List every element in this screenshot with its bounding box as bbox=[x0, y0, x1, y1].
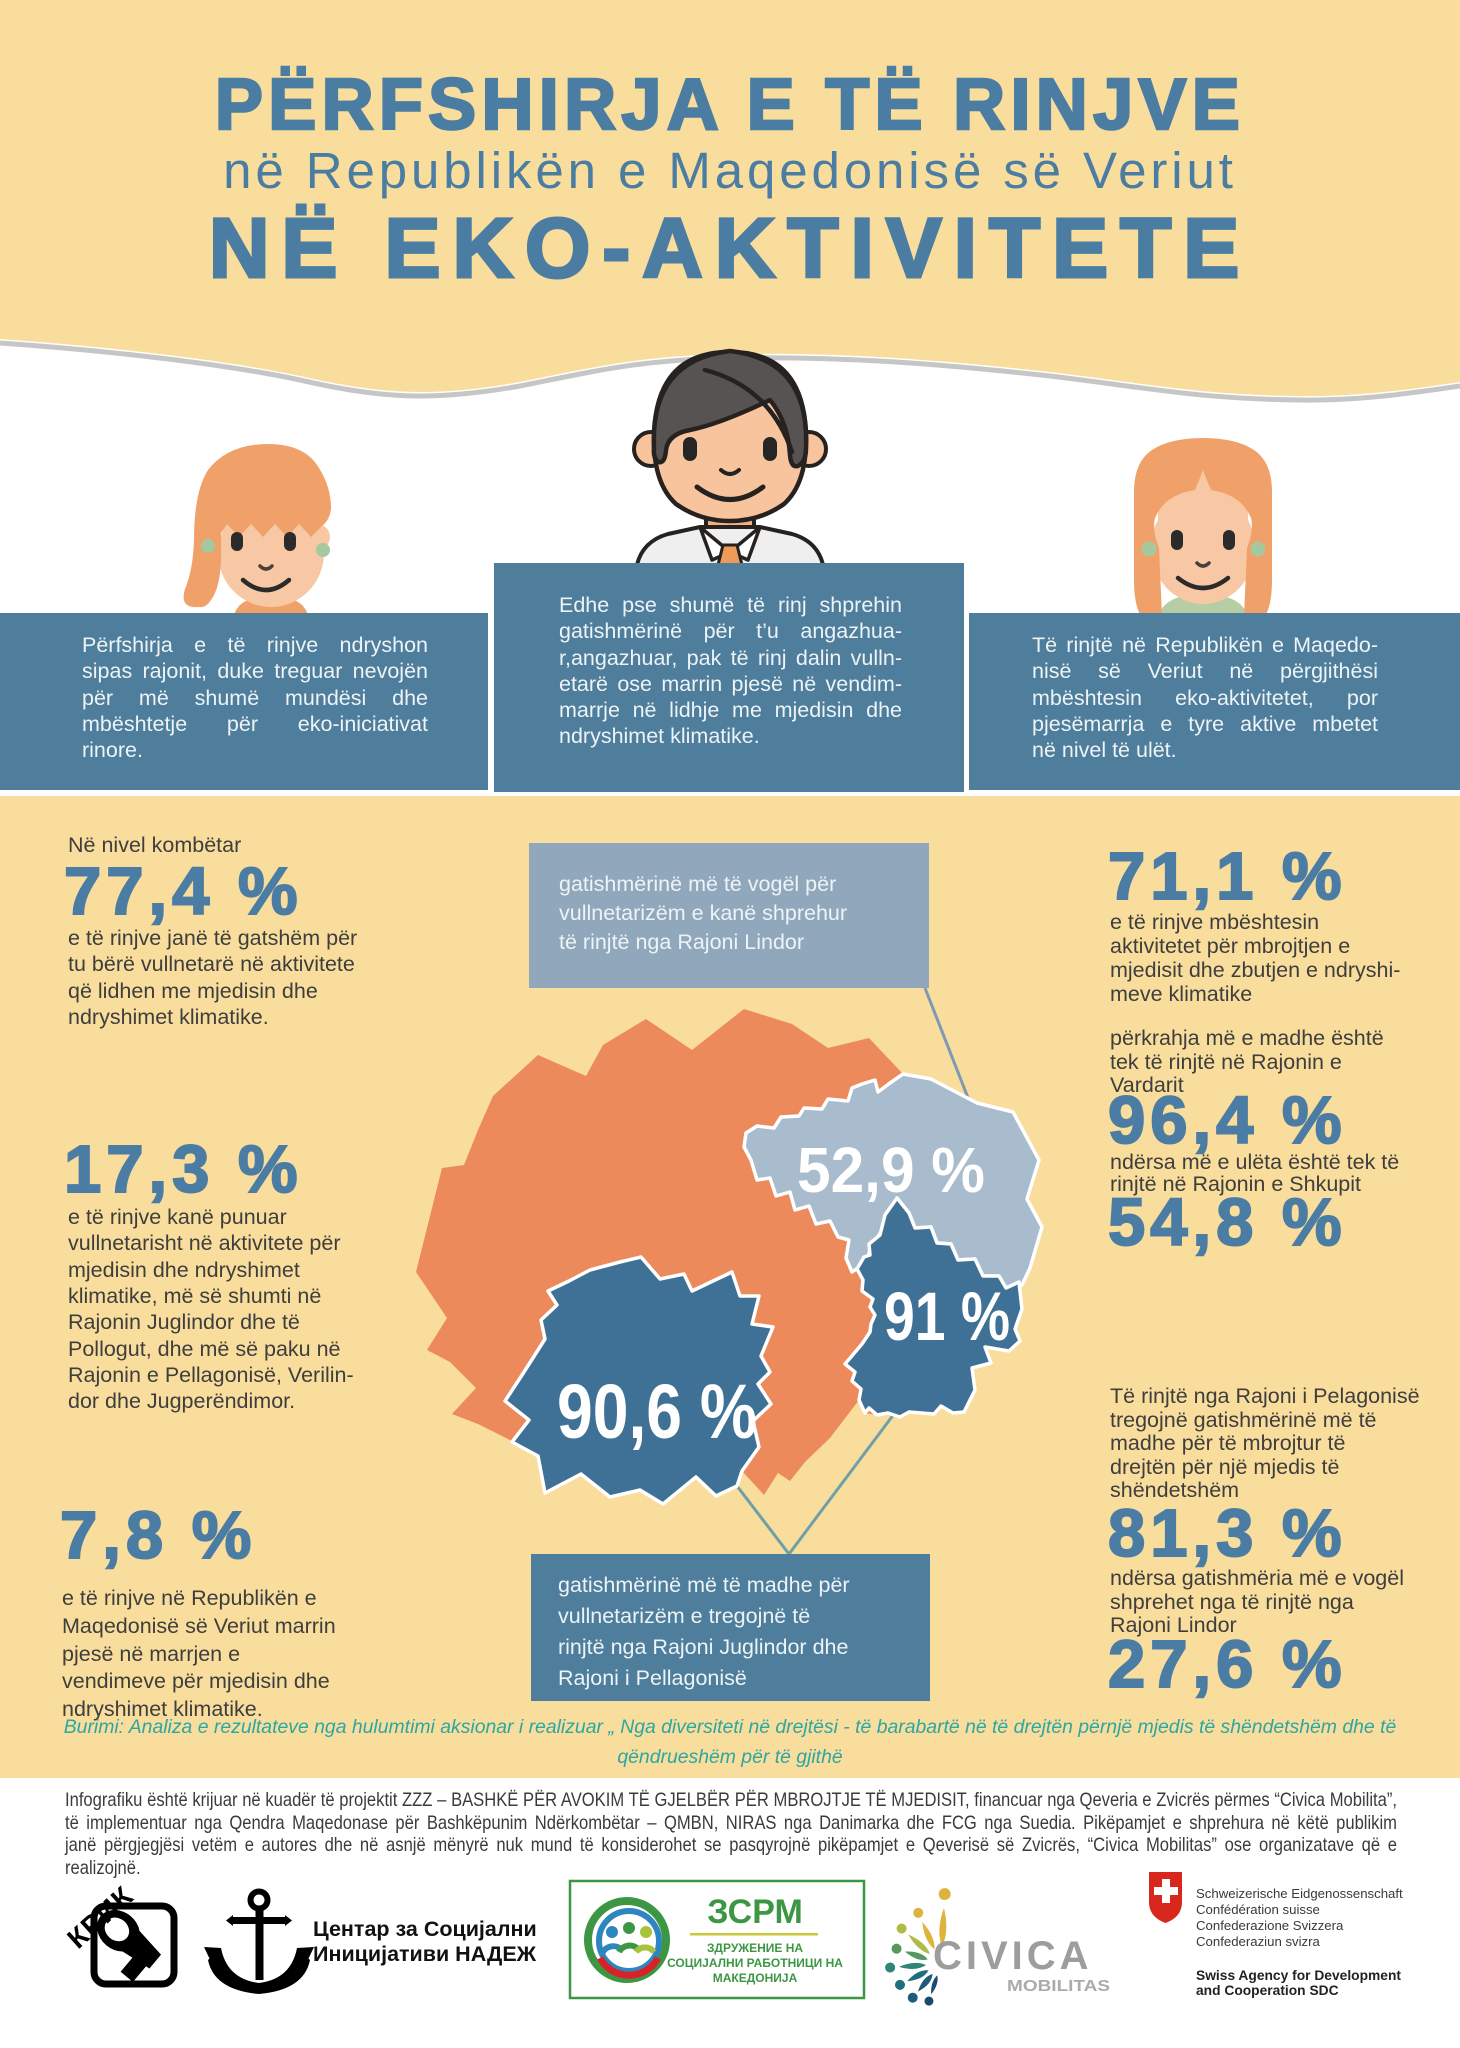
svg-text:Schweizerische Eidgenossenscha: Schweizerische Eidgenossenschaft bbox=[1196, 1886, 1403, 1901]
svg-text:CIVICA: CIVICA bbox=[933, 1934, 1093, 1978]
svg-text:52,9 %: 52,9 % bbox=[797, 1134, 985, 1206]
svg-text:MOBILITAS: MOBILITAS bbox=[1007, 1978, 1110, 1995]
svg-text:Confédération suisse: Confédération suisse bbox=[1196, 1902, 1320, 1917]
svg-text:Confederazione Svizzera: Confederazione Svizzera bbox=[1196, 1918, 1344, 1933]
svg-text:Иницијативи НАДЕЖ: Иницијативи НАДЕЖ bbox=[313, 1942, 537, 1966]
svg-text:Центар за Социјални: Центар за Социјални bbox=[313, 1917, 537, 1941]
svg-text:and Cooperation SDC: and Cooperation SDC bbox=[1196, 1983, 1339, 1998]
svg-text:90,6 %: 90,6 % bbox=[557, 1369, 757, 1455]
svg-text:ЗДРУЖЕНИЕ НА: ЗДРУЖЕНИЕ НА bbox=[707, 1941, 804, 1955]
svg-text:Swiss Agency for Development: Swiss Agency for Development bbox=[1196, 1968, 1401, 1983]
svg-text:ЗСРМ: ЗСРМ bbox=[707, 1893, 803, 1931]
svg-text:Confederaziun svizra: Confederaziun svizra bbox=[1196, 1934, 1321, 1949]
svg-text:МАКЕДОНИЈА: МАКЕДОНИЈА bbox=[713, 1971, 798, 1985]
svg-text:91 %: 91 % bbox=[884, 1278, 1010, 1355]
svg-text:СОЦИЈАЛНИ РАБОТНИЦИ НА: СОЦИЈАЛНИ РАБОТНИЦИ НА bbox=[667, 1956, 843, 1970]
